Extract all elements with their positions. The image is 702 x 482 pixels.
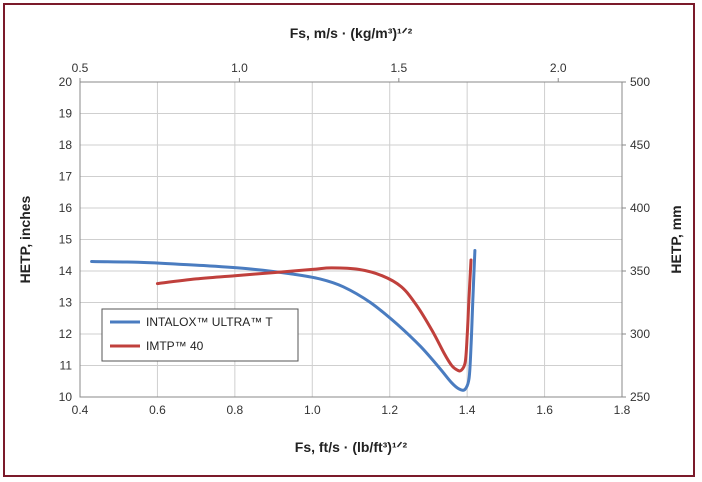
y-left-tick-label: 16 [59,201,73,215]
x-bottom-tick-label: 1.6 [536,403,553,417]
y-left-tick-label: 19 [59,107,73,121]
plot-border [79,81,623,398]
y-right-tick-label: 350 [630,264,650,278]
y-right-tick-label: 450 [630,138,650,152]
tick-labels: 0.4 0.6 0.8 1.0 1.2 1.4 1.6 1.8 10 11 12 13 14 15 16 17… [59,61,651,417]
x-bottom-tick-label: 0.4 [72,403,89,417]
series-line-imtp [155,258,473,373]
y-left-tick-label: 10 [59,390,73,404]
x-top-tick-label: 0.5 [72,61,89,75]
y-left-tick-label: 11 [60,359,73,373]
x-top-tick-label: 1.5 [390,61,407,75]
x-top-tick-label: 2.0 [550,61,567,75]
y-left-tick-label: 15 [59,233,73,247]
y-left-tick-label: 13 [59,296,73,310]
y-right-tick-label: 500 [630,75,650,89]
series-line-intalox [90,249,477,392]
y-left-tick-label: 18 [59,138,73,152]
x-bottom-tick-label: 1.8 [614,403,631,417]
top-axis-title: Fs, m/s · (kg/m³)¹ᐟ² [290,25,413,41]
legend-label-intalox: INTALOX™ ULTRA™ T [146,315,273,329]
x-bottom-tick-label: 1.4 [459,403,476,417]
x-top-tick-label: 1.0 [231,61,248,75]
legend-label-imtp: IMTP™ 40 [146,339,204,353]
y-right-tick-label: 400 [630,201,650,215]
x-bottom-tick-label: 0.6 [149,403,166,417]
right-axis-title: HETP, mm [668,205,684,273]
series-layer [90,249,477,392]
y-left-tick-label: 17 [59,170,73,184]
legend: INTALOX™ ULTRA™ T IMTP™ 40 [101,308,299,362]
y-right-tick-label: 250 [630,390,650,404]
x-bottom-tick-label: 0.8 [227,403,244,417]
bottom-axis-title: Fs, ft/s · (lb/ft³)¹ᐟ² [295,439,408,455]
y-left-tick-label: 20 [59,75,73,89]
y-left-tick-label: 14 [59,264,73,278]
left-axis-title: HETP, inches [17,195,33,283]
x-bottom-tick-label: 1.0 [304,403,321,417]
y-right-tick-label: 300 [630,327,650,341]
x-bottom-tick-label: 1.2 [381,403,398,417]
legend-box [101,308,299,362]
y-left-tick-label: 12 [59,327,73,341]
